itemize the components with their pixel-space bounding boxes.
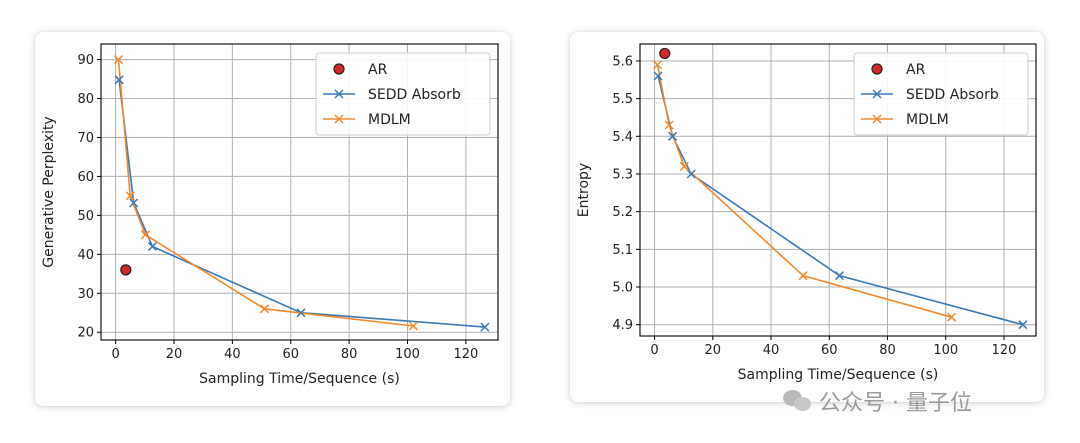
data-point-sedd-absorb	[480, 322, 490, 332]
legend-marker-ar	[871, 63, 883, 75]
x-tick-label: 0	[650, 343, 658, 358]
data-point-sedd-absorb	[1018, 320, 1028, 330]
chart-card-perplexity: 0 20 40 60 80 100 120 20 30 40 50 60 70 80 90 Sampling …	[35, 32, 510, 406]
x-tick-label: 100	[933, 343, 958, 358]
x-tick-label: 120	[453, 347, 478, 362]
legend-box	[853, 52, 1029, 136]
y-tick-label: 70	[77, 131, 94, 146]
x-tick-label: 80	[879, 343, 896, 358]
y-tick-label: 30	[77, 287, 94, 302]
data-point-sedd-absorb	[296, 308, 306, 318]
data-point-sedd-absorb	[114, 75, 124, 85]
y-tick-label: 5.4	[612, 130, 633, 145]
legend: AR SEDD Absorb MDLM	[853, 52, 1029, 136]
x-tick-label: 0	[111, 347, 119, 362]
x-tick-label: 60	[821, 343, 838, 358]
x-tick-label: 40	[763, 343, 780, 358]
y-tick-label: 5.2	[612, 205, 633, 220]
y-tick-label: 60	[77, 170, 94, 185]
x-axis-label: Sampling Time/Sequence (s)	[738, 367, 939, 383]
chart-card-entropy: 0 20 40 60 80 100 120 4.9 5.0 5.1 5.2 5.3 5.4 5.5 5.6 S…	[570, 32, 1044, 402]
y-tick-label: 5.1	[612, 243, 633, 258]
legend-label-sedd-absorb: SEDD Absorb	[368, 87, 461, 103]
legend-label-mdlm: MDLM	[906, 112, 949, 128]
data-point-mdlm	[798, 271, 808, 281]
x-tick-label: 100	[395, 347, 420, 362]
y-tick-label: 40	[77, 248, 94, 263]
y-tick-label: 80	[77, 92, 94, 107]
x-tick-label: 120	[992, 343, 1017, 358]
y-tick-label: 4.9	[612, 318, 633, 333]
y-tick-label: 50	[77, 209, 94, 224]
data-point-mdlm	[947, 312, 957, 322]
y-tick-label: 20	[77, 326, 94, 341]
legend-label-ar: AR	[368, 62, 388, 78]
y-axis-label: Generative Perplexity	[41, 116, 57, 267]
y-axis-label: Entropy	[576, 163, 592, 217]
data-point-mdlm	[259, 304, 270, 314]
legend-marker-ar	[333, 63, 345, 75]
data-point-ar	[120, 264, 132, 276]
legend-label-sedd-absorb: SEDD Absorb	[906, 87, 999, 103]
y-tick-label: 5.5	[612, 92, 633, 107]
data-point-sedd-absorb	[668, 131, 678, 141]
y-tick-label: 5.6	[612, 54, 633, 69]
data-point-mdlm	[140, 230, 150, 240]
x-tick-label: 20	[705, 343, 722, 358]
plot-frame	[100, 43, 499, 341]
plot-frame	[639, 43, 1037, 337]
y-tick-label: 5.0	[612, 281, 633, 296]
data-point-mdlm	[679, 161, 689, 171]
watermark-text: 公众号 · 量子位	[819, 391, 972, 416]
data-point-ar	[659, 47, 671, 60]
data-point-mdlm	[664, 120, 674, 130]
data-point-mdlm	[652, 60, 663, 70]
entropy-chart: 0 20 40 60 80 100 120 4.9 5.0 5.1 5.2 5.3 5.4 5.5 5.6 S…	[576, 43, 1037, 383]
x-axis-label: Sampling Time/Sequence (s)	[199, 371, 400, 387]
data-point-mdlm	[408, 321, 418, 331]
data-point-sedd-absorb	[686, 169, 696, 179]
legend-label-ar: AR	[906, 62, 926, 78]
y-tick-label: 90	[77, 53, 94, 68]
x-tick-label: 20	[166, 347, 183, 362]
y-tick-label: 5.3	[612, 167, 633, 182]
x-tick-label: 40	[224, 347, 241, 362]
watermark: 公众号 · 量子位	[783, 385, 972, 417]
data-point-mdlm	[113, 55, 124, 65]
legend: AR SEDD Absorb MDLM	[315, 52, 491, 136]
data-point-sedd-absorb	[147, 241, 157, 252]
x-tick-label: 80	[341, 347, 358, 362]
legend-box	[315, 52, 491, 136]
data-point-sedd-absorb	[129, 198, 139, 208]
data-point-sedd-absorb	[653, 71, 663, 81]
legend-label-mdlm: MDLM	[368, 112, 411, 128]
wechat-icon	[783, 388, 813, 414]
data-point-mdlm	[125, 191, 135, 201]
x-tick-label: 60	[282, 347, 299, 362]
perplexity-chart: 0 20 40 60 80 100 120 20 30 40 50 60 70 80 90 Sampling …	[41, 43, 499, 387]
data-point-sedd-absorb	[834, 271, 844, 281]
